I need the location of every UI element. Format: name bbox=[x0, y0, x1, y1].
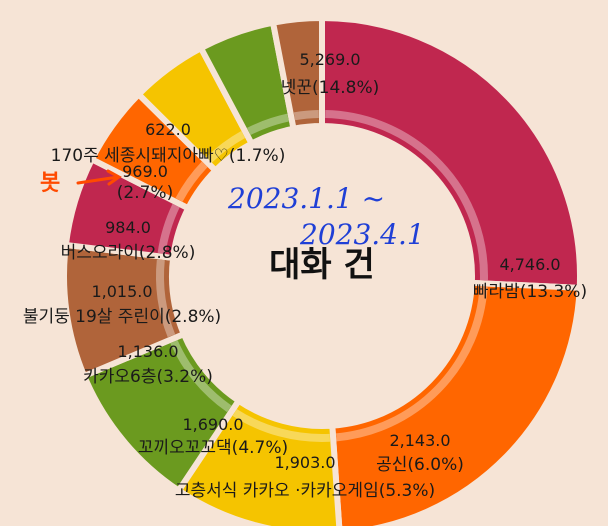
bot-marker-label: 봇 bbox=[40, 171, 60, 196]
donut-slice-highlight-0 bbox=[325, 110, 488, 281]
slice-name-label-7: 버스오라이(2.8%) bbox=[61, 243, 196, 263]
donut-slice-highlight-1 bbox=[335, 286, 488, 442]
donut-slice-highlight-8 bbox=[247, 113, 290, 136]
slice-value-label-1: 4,746.0 bbox=[499, 255, 560, 274]
donut-slice-highlight-7 bbox=[206, 130, 246, 163]
slice-value-label-8: 969.0 bbox=[122, 162, 168, 181]
slice-name-label-3: 고층서식 카카오 ·카카오게임(5.3%) bbox=[175, 481, 435, 501]
donut-slice-highlight-2 bbox=[232, 409, 331, 442]
slice-value-label-7: 984.0 bbox=[105, 218, 151, 237]
donut-slice-highlight-4 bbox=[156, 259, 176, 338]
arrow-icon bbox=[76, 175, 120, 185]
slice-name-label-1: 빠라밤(13.3%) bbox=[473, 282, 587, 302]
donut-slice-highlight-5 bbox=[157, 203, 180, 254]
slice-value-label-9: 622.0 bbox=[145, 120, 191, 139]
handwritten-date-annotation: 2023.1.1 ~ 2023.4.1 bbox=[227, 182, 425, 251]
donut-slice-9 bbox=[269, 14, 325, 133]
donut-slice-1 bbox=[329, 279, 583, 526]
slice-name-label-8: (2.7%) bbox=[117, 183, 173, 203]
slice-name-label-9: 170주 세종시돼지아빠♡(1.7%) bbox=[51, 146, 286, 166]
slice-group bbox=[61, 14, 583, 526]
donut-slice-highlight-3 bbox=[170, 340, 232, 413]
arrowhead-icon bbox=[106, 169, 122, 186]
slice-name-label-0: 넷꾼(14.8%) bbox=[281, 78, 380, 98]
slice-name-label-5: 카카오6층(3.2%) bbox=[83, 367, 213, 387]
slice-value-label-2: 2,143.0 bbox=[389, 431, 450, 450]
slice-name-label-6: 불기둥 19살 주린이(2.8%) bbox=[23, 307, 221, 327]
slice-value-label-4: 1,690.0 bbox=[182, 415, 243, 434]
handwritten-date-start: 2023.1.1 ~ bbox=[227, 182, 385, 215]
slice-name-label-4: 꼬끼오꼬꼬댁(4.7%) bbox=[138, 438, 288, 458]
label-group: 5,269.0 넷꾼(14.8%) 4,746.0 빠라밤(13.3%) 2,143.0… bbox=[23, 50, 587, 501]
bot-marker-annotation: 봇 bbox=[40, 169, 122, 196]
slice-value-label-3: 1,903.0 bbox=[274, 453, 335, 472]
slice-name-label-2: 공신(6.0%) bbox=[376, 455, 464, 475]
donut-slice-highlight-6 bbox=[175, 161, 208, 202]
donut-slice-highlight-9 bbox=[293, 110, 319, 121]
slice-value-label-0: 5,269.0 bbox=[299, 50, 360, 69]
donut-slice-0 bbox=[319, 14, 583, 291]
slice-value-label-5: 1,136.0 bbox=[117, 342, 178, 361]
center-label: 대화 건 bbox=[269, 245, 375, 285]
slice-value-label-6: 1,015.0 bbox=[91, 282, 152, 301]
handwritten-date-end: 2023.4.1 bbox=[299, 218, 425, 251]
